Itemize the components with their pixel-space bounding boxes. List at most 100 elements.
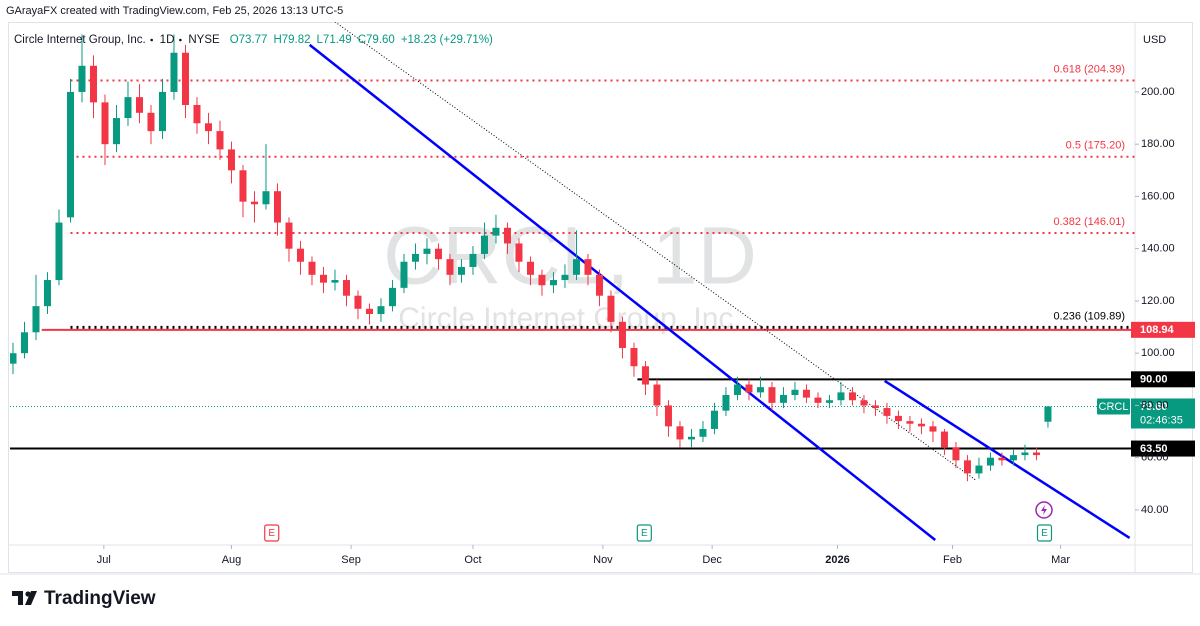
candle-body [55, 222, 63, 281]
price-tag-label: 108.94 [1140, 324, 1175, 336]
trendline [334, 22, 976, 481]
last-price-tag [1131, 398, 1195, 429]
legend-value: O73.77 [230, 34, 268, 46]
candle-body [78, 65, 86, 92]
legend-exchange: NYSE [188, 34, 220, 46]
candle-body [434, 248, 442, 260]
candle-body [457, 266, 465, 275]
price-tag [1131, 371, 1195, 388]
candle-body [814, 397, 822, 403]
event-marker [1036, 524, 1053, 542]
candle-body [112, 118, 120, 145]
candle-body [572, 259, 580, 275]
ticker-tag-label: CRCL [1099, 401, 1129, 413]
candle-body [883, 408, 891, 416]
ticker-tag [1097, 398, 1130, 415]
frame [8, 22, 1193, 573]
candle-body [32, 306, 40, 333]
candle-body [802, 389, 810, 398]
candle-body [641, 366, 649, 385]
trendline [883, 379, 1131, 539]
candle-body [837, 392, 845, 401]
price-tag [1131, 440, 1195, 457]
y-tick-label: 80.00 [1141, 399, 1169, 411]
candle-body [43, 280, 51, 307]
header: GArayaFX created with TradingView.com, F… [6, 5, 343, 17]
y-tick-label: 160.00 [1141, 190, 1175, 202]
candle-body [906, 421, 914, 424]
candle-body [538, 274, 546, 286]
candle-body [400, 261, 408, 288]
candle-body [342, 280, 350, 296]
y-tick-label: 200.00 [1141, 86, 1175, 98]
trendline [308, 43, 937, 541]
candle-body [89, 65, 97, 103]
candle-body [699, 428, 707, 437]
candle-body [147, 112, 155, 132]
candle-body [388, 287, 396, 307]
candle-body [20, 332, 28, 354]
candle-body [158, 91, 166, 132]
x-tick-label: Aug [222, 554, 242, 566]
candle-body [354, 295, 362, 309]
y-tick-label: 120.00 [1141, 295, 1175, 307]
y-tick-label: 140.00 [1141, 243, 1175, 255]
candle-body [66, 91, 74, 218]
x-tick-label: Oct [464, 554, 481, 566]
candle-body [860, 400, 868, 406]
price-tag-label: 63.50 [1140, 443, 1168, 455]
candle-body [607, 295, 615, 322]
candle-body [515, 243, 523, 262]
currency: USD [1143, 34, 1166, 46]
candle-body [124, 97, 132, 119]
event-marker [636, 524, 652, 542]
candle-body [745, 384, 753, 393]
candle-body [469, 253, 477, 267]
legend-separator [179, 38, 182, 42]
x-tick-label: 2026 [825, 554, 849, 566]
brand-logo [12, 591, 37, 605]
candle-body [204, 123, 212, 132]
candle-body [733, 384, 741, 395]
legend-title: Circle Internet Group, Inc. [14, 34, 146, 46]
candle-body [319, 274, 327, 283]
x-tick-label: Jul [97, 554, 111, 566]
candle-body [584, 259, 592, 275]
last-price-label: 79.60 [1140, 401, 1168, 413]
candle-body [239, 170, 247, 202]
fib-label: 0.236 (109.89) [1053, 310, 1125, 322]
x-tick-label: Mar [1051, 554, 1070, 566]
candle-body [963, 460, 971, 474]
candle-body [492, 227, 500, 236]
candle-body [285, 222, 293, 249]
legend-interval: 1D [160, 34, 175, 46]
y-tick-label: 40.00 [1141, 504, 1169, 516]
event-label: E [268, 528, 275, 539]
candle-body [929, 426, 937, 432]
candle-body [779, 394, 787, 403]
candle-body [273, 191, 281, 223]
y-tick-label: 180.00 [1141, 138, 1175, 150]
candle-body [296, 248, 304, 262]
candle-body [653, 384, 661, 406]
candle-body [768, 387, 776, 403]
candle-body [940, 431, 948, 448]
y-tick-label: 60.00 [1141, 452, 1169, 464]
candle-body [170, 52, 178, 92]
candle-body [722, 394, 730, 411]
legend-value: H79.82 [273, 34, 310, 46]
candle-body [894, 415, 902, 422]
x-tick-label: Sep [341, 554, 361, 566]
legend-value: +18.23 (+29.71%) [401, 34, 493, 46]
candle-body [998, 457, 1006, 461]
plot-area: 0.618 (204.39) 0.5 (175.20) 0.382 (146.01)… [10, 22, 1135, 541]
legend-value: C79.60 [358, 34, 395, 46]
candle-body [630, 347, 638, 367]
candle-body [181, 52, 189, 105]
candle-body [216, 131, 224, 150]
candle-body [423, 248, 431, 254]
legend-value: L71.49 [317, 34, 352, 46]
candle-body [135, 97, 143, 113]
candle-body [848, 392, 856, 401]
